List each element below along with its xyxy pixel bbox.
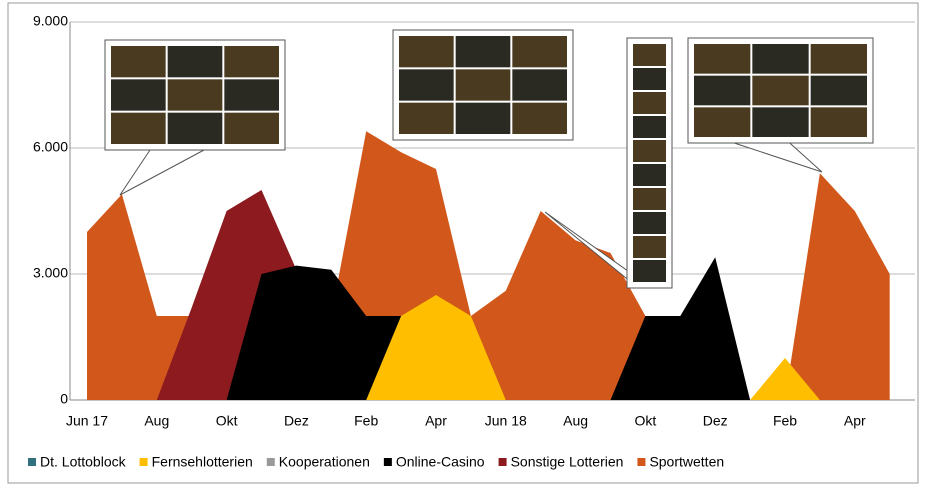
legend-label: Kooperationen — [279, 454, 370, 470]
thumbnail-image — [512, 36, 567, 68]
thumbnail-image — [810, 75, 867, 106]
thumbnail-image — [224, 79, 279, 111]
legend-swatch — [637, 458, 646, 466]
thumbnail-image — [633, 260, 666, 282]
thumbnail-image — [111, 46, 166, 78]
thumbnail-image — [633, 92, 666, 114]
area — [87, 257, 890, 400]
y-tick-label: 9.000 — [33, 13, 68, 29]
thumbnail-image — [633, 116, 666, 138]
thumbnail-image — [633, 164, 666, 186]
thumbnail-image — [694, 107, 751, 137]
thumbnail-image — [167, 112, 223, 144]
x-tick-label: Feb — [773, 413, 797, 429]
legend-label: Sonstige Lotterien — [511, 454, 624, 470]
thumbnail-image — [810, 107, 867, 137]
y-tick-label: 6.000 — [33, 139, 68, 155]
thumbnail-image — [167, 79, 223, 111]
x-tick-label: Aug — [563, 413, 588, 429]
thumbnail-image — [167, 46, 223, 78]
thumbnail-image — [224, 46, 279, 78]
thumbnail-image — [399, 36, 454, 68]
thumbnail-image — [399, 69, 454, 101]
x-tick-label: Apr — [425, 413, 447, 429]
thumbnail-image — [512, 69, 567, 101]
x-tick-label: Aug — [144, 413, 169, 429]
thumbnail-image — [111, 112, 166, 144]
thumbnail-image — [694, 44, 751, 74]
thumbnail-image — [752, 44, 809, 74]
thumbnail-image — [633, 236, 666, 258]
legend-swatch — [266, 458, 275, 466]
legend-label: Fernsehlotterien — [152, 454, 253, 470]
legend-swatch — [28, 458, 36, 466]
legend-swatch — [498, 458, 507, 466]
x-tick-label: Okt — [216, 413, 238, 429]
legend-swatch — [383, 458, 392, 466]
legend-label: Sportwetten — [649, 454, 724, 470]
area — [87, 295, 890, 400]
x-tick-label: Jun 18 — [485, 413, 527, 429]
legend-label: Online-Casino — [396, 454, 485, 470]
thumbnail-image — [512, 102, 567, 134]
thumbnail-image — [224, 112, 279, 144]
x-tick-label: Dez — [284, 413, 309, 429]
thumbnail-image — [111, 79, 166, 111]
thumbnail-image — [633, 188, 666, 210]
y-tick-label: 0 — [60, 391, 68, 407]
x-tick-label: Jun 17 — [66, 413, 108, 429]
legend-swatch — [139, 458, 148, 466]
x-tick-label: Dez — [703, 413, 728, 429]
thumbnail-image — [455, 69, 511, 101]
thumbnail-image — [455, 102, 511, 134]
thumbnail-image — [752, 75, 809, 106]
y-tick-label: 3.000 — [33, 265, 68, 281]
x-tick-label: Feb — [354, 413, 378, 429]
x-tick-label: Okt — [635, 413, 657, 429]
thumbnail-image — [633, 212, 666, 234]
thumbnail-image — [399, 102, 454, 134]
thumbnail-image — [633, 44, 666, 66]
thumbnail-image — [633, 140, 666, 162]
x-tick-label: Apr — [844, 413, 866, 429]
thumbnail-image — [455, 36, 511, 68]
legend-label: Dt. Lottoblock — [40, 454, 127, 470]
thumbnail-image — [752, 107, 809, 137]
thumbnail-image — [633, 68, 666, 90]
thumbnail-image — [694, 75, 751, 106]
thumbnail-image — [810, 44, 867, 74]
